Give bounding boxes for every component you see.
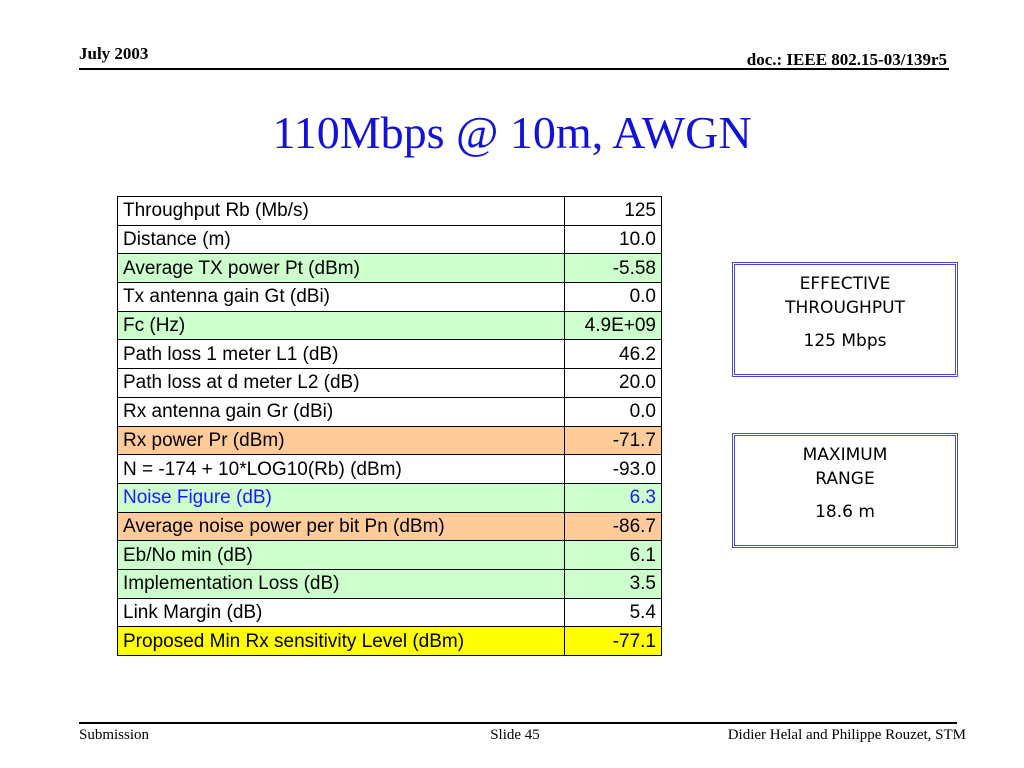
row-label: N = -174 + 10*LOG10(Rb) (dBm): [117, 454, 565, 484]
row-value: 4.9E+09: [564, 310, 662, 341]
table-row: Tx antenna gain Gt (dBi) 0.0: [117, 282, 662, 312]
row-value: 46.2: [564, 339, 662, 370]
row-label: Path loss 1 meter L1 (dB): [117, 339, 565, 370]
row-label: Average TX power Pt (dBm): [117, 253, 565, 284]
row-label: Proposed Min Rx sensitivity Level (dBm): [117, 626, 565, 656]
row-label: Throughput Rb (Mb/s): [117, 196, 565, 226]
row-label: Eb/No min (dB): [117, 540, 565, 570]
box-heading-line: THROUGHPUT: [785, 298, 905, 318]
box-heading-line: EFFECTIVE: [799, 274, 891, 294]
table-row: Throughput Rb (Mb/s) 125: [117, 196, 662, 226]
row-value: 3.5: [564, 568, 662, 599]
row-value: -93.0: [564, 454, 662, 484]
row-value: 0.0: [564, 282, 662, 312]
footer-authors: Didier Helal and Philippe Rouzet, STM: [727, 727, 966, 743]
row-value: 6.3: [564, 482, 662, 513]
row-value: -71.7: [564, 425, 662, 456]
table-row: Average TX power Pt (dBm) -5.58: [117, 253, 662, 284]
table-row: Path loss 1 meter L1 (dB) 46.2: [117, 339, 662, 370]
row-label: Fc (Hz): [117, 310, 565, 341]
table-row: Rx power Pr (dBm) -71.7: [117, 425, 662, 456]
table-row: Proposed Min Rx sensitivity Level (dBm) …: [117, 626, 662, 656]
row-label: Implementation Loss (dB): [117, 568, 565, 599]
row-value: 10.0: [564, 224, 662, 255]
box-heading-line: MAXIMUM: [802, 445, 888, 465]
box-value: 18.6 m: [815, 502, 875, 522]
row-label: Rx antenna gain Gr (dBi): [117, 396, 565, 427]
row-label: Tx antenna gain Gt (dBi): [117, 282, 565, 312]
row-value: 20.0: [564, 368, 662, 398]
table-row: N = -174 + 10*LOG10(Rb) (dBm) -93.0: [117, 454, 662, 484]
row-value: -5.58: [564, 253, 662, 284]
row-value: -77.1: [564, 626, 662, 656]
table-row: Path loss at d meter L2 (dB) 20.0: [117, 368, 662, 398]
table-row: Implementation Loss (dB) 3.5: [117, 568, 662, 599]
row-value: 6.1: [564, 540, 662, 570]
row-value: -86.7: [564, 511, 662, 542]
row-label: Distance (m): [117, 224, 565, 255]
row-label: Average noise power per bit Pn (dBm): [117, 511, 565, 542]
row-label: Link Margin (dB): [117, 597, 565, 628]
footer-submission: Submission: [79, 727, 150, 743]
table-row: Eb/No min (dB) 6.1: [117, 540, 662, 570]
slide-title: 110Mbps @ 10m, AWGN: [272, 107, 752, 158]
box-heading-line: RANGE: [815, 469, 875, 489]
table-row: Distance (m) 10.0: [117, 224, 662, 255]
maximum-range-box: MAXIMUM RANGE 18.6 m: [732, 433, 958, 548]
header-rule: [79, 68, 949, 70]
header-date: July 2003: [79, 44, 149, 63]
footer-slide-number: Slide 45: [490, 727, 540, 743]
header-doc-id: doc.: IEEE 802.15-03/139r5: [746, 50, 947, 69]
row-label: Noise Figure (dB): [117, 482, 565, 513]
link-budget-table: Throughput Rb (Mb/s) 125 Distance (m) 10…: [117, 196, 662, 656]
table-row: Rx antenna gain Gr (dBi) 0.0: [117, 396, 662, 427]
table-row: Fc (Hz) 4.9E+09: [117, 310, 662, 341]
table-row: Average noise power per bit Pn (dBm) -86…: [117, 511, 662, 542]
row-label: Rx power Pr (dBm): [117, 425, 565, 456]
row-value: 125: [564, 196, 662, 226]
table-row: Link Margin (dB) 5.4: [117, 597, 662, 628]
footer-rule: [79, 722, 957, 724]
row-value: 0.0: [564, 396, 662, 427]
box-value: 125 Mbps: [803, 331, 887, 351]
table-row: Noise Figure (dB) 6.3: [117, 482, 662, 513]
effective-throughput-box: EFFECTIVE THROUGHPUT 125 Mbps: [732, 262, 958, 377]
row-value: 5.4: [564, 597, 662, 628]
row-label: Path loss at d meter L2 (dB): [117, 368, 565, 398]
